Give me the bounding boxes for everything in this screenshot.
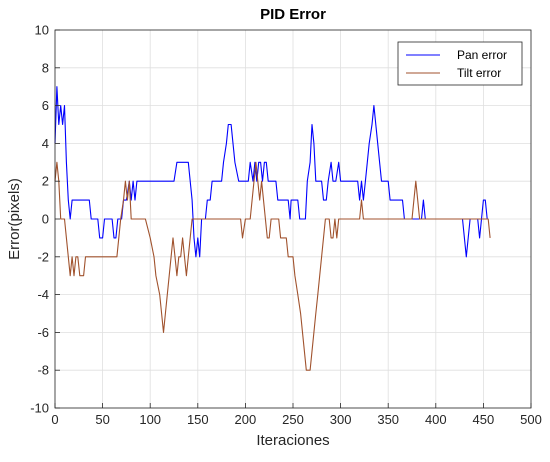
x-tick-label: 150 (187, 412, 209, 427)
x-tick-label: 0 (51, 412, 58, 427)
y-tick-label: 0 (42, 212, 49, 227)
y-tick-label: 8 (42, 60, 49, 75)
chart-title: PID Error (260, 6, 326, 23)
y-tick-label: -10 (30, 401, 49, 416)
legend-label-pan: Pan error (457, 48, 507, 62)
y-tick-label: 10 (35, 23, 49, 38)
y-tick-label: -8 (37, 363, 49, 378)
x-tick-label: 250 (282, 412, 304, 427)
x-tick-label: 500 (520, 412, 542, 427)
legend: Pan error Tilt error (397, 41, 523, 86)
series-line-pan-error (54, 86, 488, 258)
y-tick-label: -2 (37, 249, 49, 264)
y-tick-label: -6 (37, 325, 49, 340)
x-axis-label: Iteraciones (256, 432, 329, 449)
x-tick-label: 350 (377, 412, 399, 427)
x-tick-label: 200 (235, 412, 257, 427)
y-tick-label: 2 (42, 174, 49, 189)
y-tick-label: 6 (42, 98, 49, 113)
series-lines (54, 86, 491, 371)
y-tick-label: -4 (37, 287, 49, 302)
x-tick-label: 50 (95, 412, 109, 427)
x-tick-label: 100 (139, 412, 161, 427)
y-axis-label: Error(pixels) (6, 178, 23, 260)
legend-box (397, 41, 523, 86)
axis-ticks: 0 50 100 150 200 250 300 350 400 450 500-10-8-6-4-… (30, 23, 542, 428)
legend-label-tilt: Tilt error (457, 66, 501, 80)
x-tick-label: 400 (425, 412, 447, 427)
x-tick-label: 300 (330, 412, 352, 427)
y-tick-label: 4 (42, 136, 49, 151)
series-line-tilt-error (54, 161, 491, 371)
x-tick-label: 450 (473, 412, 495, 427)
